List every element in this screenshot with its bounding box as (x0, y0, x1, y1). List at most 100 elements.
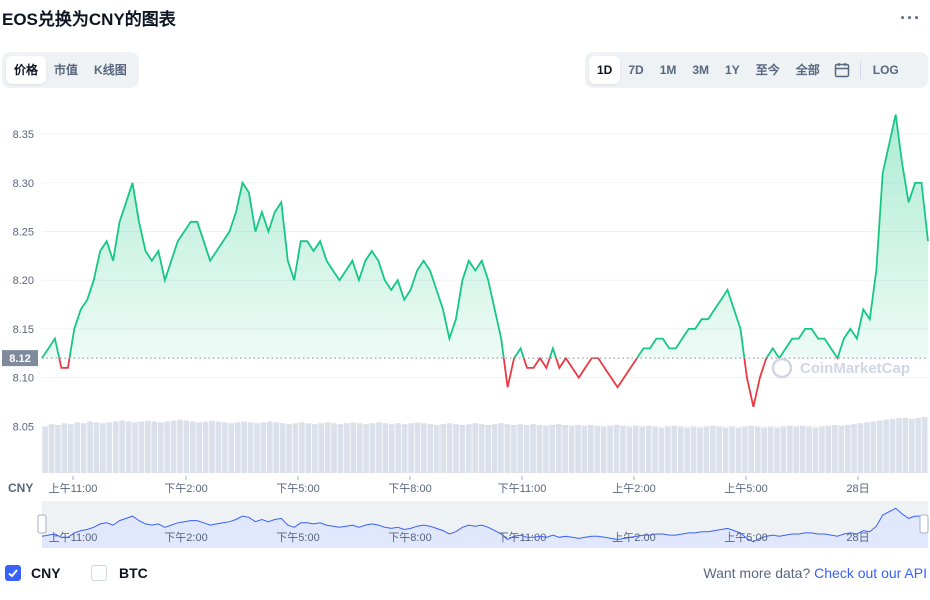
y-tick-label: 8.05 (13, 421, 34, 433)
volume-bar (652, 426, 658, 473)
reference-label: 8.12 (9, 353, 30, 365)
volume-bar (588, 425, 594, 473)
range-7d[interactable]: 7D (628, 63, 644, 77)
volume-bar (806, 426, 812, 473)
volume-bar (517, 424, 524, 473)
x-tick-label: 上午5:00 (724, 482, 767, 495)
volume-bar (690, 426, 697, 473)
volume-bar (876, 420, 883, 473)
volume-bar (620, 425, 626, 473)
volume-bar (671, 425, 678, 473)
volume-bar (350, 422, 357, 473)
volume-bar (491, 424, 498, 473)
volume-bar (645, 425, 652, 473)
navigator-handle-left[interactable] (37, 514, 47, 534)
range-ytd[interactable]: 至今 (755, 63, 780, 77)
range-3m[interactable]: 3M (692, 63, 710, 77)
navigator-handle-right[interactable] (919, 514, 929, 534)
more-options-icon[interactable]: ··· (900, 8, 921, 28)
volume-bar (267, 421, 273, 473)
range-1d[interactable]: 1D (589, 56, 621, 84)
volume-bar (222, 422, 228, 473)
volume-bar (838, 425, 845, 473)
range-all[interactable]: 全部 (795, 63, 820, 77)
volume-bar (774, 427, 780, 473)
api-link[interactable]: Check out our API (814, 565, 927, 581)
btc-label: BTC (119, 565, 148, 581)
volume-bar (344, 423, 350, 473)
volume-bar (568, 425, 575, 473)
range-1y[interactable]: 1Y (725, 63, 740, 77)
navigator-x-label: 上午11:00 (49, 531, 98, 544)
volume-bar (183, 420, 190, 473)
volume-bar (889, 418, 896, 473)
volume-bar (87, 421, 93, 473)
volume-bar (414, 422, 421, 473)
volume-bar (299, 422, 305, 473)
volume-bar (356, 423, 363, 473)
api-prompt: Want more data? Check out our API (703, 565, 927, 581)
cny-checkbox[interactable] (5, 565, 21, 581)
cny-label: CNY (31, 565, 61, 581)
volume-bar (286, 424, 292, 473)
range-1m[interactable]: 1M (659, 63, 677, 77)
tab-market-cap[interactable]: 市值 (54, 63, 79, 77)
volume-bar (870, 421, 877, 473)
y-tick-label: 8.20 (13, 275, 34, 287)
tab-candlestick[interactable]: K线图 (94, 63, 127, 77)
volume-bar (639, 426, 646, 473)
volume-bar (292, 423, 299, 473)
x-tick-label: 上午2:00 (612, 482, 655, 495)
volume-bar (844, 425, 851, 473)
volume-bar (228, 423, 235, 473)
volume-bar (607, 425, 613, 473)
volume-bar (331, 423, 337, 473)
volume-bar (722, 427, 729, 473)
volume-bar (112, 421, 119, 473)
navigator-x-label: 下午2:00 (164, 531, 207, 544)
volume-bar (145, 420, 151, 473)
navigator-x-label: 下午11:00 (498, 531, 547, 544)
volume-bar (915, 417, 922, 473)
log-toggle[interactable]: LOG (872, 63, 899, 77)
volume-bar (311, 424, 318, 473)
calendar-icon[interactable] (828, 56, 856, 84)
navigator-x-label: 28日 (846, 532, 869, 544)
volume-bar (780, 426, 787, 473)
currency-label: CNY (8, 481, 33, 495)
volume-bar (401, 424, 408, 473)
volume-bar (48, 424, 55, 473)
navigator-x-label: 下午8:00 (388, 531, 431, 544)
volume-bar (510, 425, 517, 473)
watermark: CoinMarketCap (800, 360, 910, 377)
y-tick-label: 8.15 (13, 324, 34, 336)
volume-bar (138, 421, 145, 473)
volume-bar (600, 426, 607, 473)
volume-bar (581, 425, 588, 473)
volume-bar (177, 419, 183, 473)
volume-bar (710, 425, 716, 473)
x-tick-label: 28日 (846, 483, 869, 495)
volume-bar (767, 426, 774, 473)
volume-bar (106, 422, 113, 473)
volume-bar (530, 424, 536, 473)
volume-bar (485, 425, 491, 473)
volume-bar (157, 422, 164, 473)
price-line-up (41, 114, 929, 359)
volume-bar (594, 425, 601, 473)
volume-bar (536, 425, 543, 473)
volume-bar (234, 422, 241, 473)
volume-bar (305, 423, 312, 473)
volume-bar (376, 422, 382, 473)
volume-bar (189, 421, 196, 473)
btc-checkbox[interactable] (91, 565, 107, 581)
volume-bar (831, 425, 838, 473)
volume-bar (408, 423, 414, 473)
watermark-logo (771, 357, 793, 379)
navigator-x-label: 上午5:00 (724, 531, 767, 544)
price-chart: 8.05 8.10 8.15 8.20 8.25 8.30 8.35 8.12 CoinMark… (2, 114, 929, 548)
volume-bar (555, 424, 562, 473)
volume-bar (273, 422, 280, 473)
volume-bar (427, 424, 434, 473)
tab-price[interactable]: 价格 (6, 56, 47, 84)
